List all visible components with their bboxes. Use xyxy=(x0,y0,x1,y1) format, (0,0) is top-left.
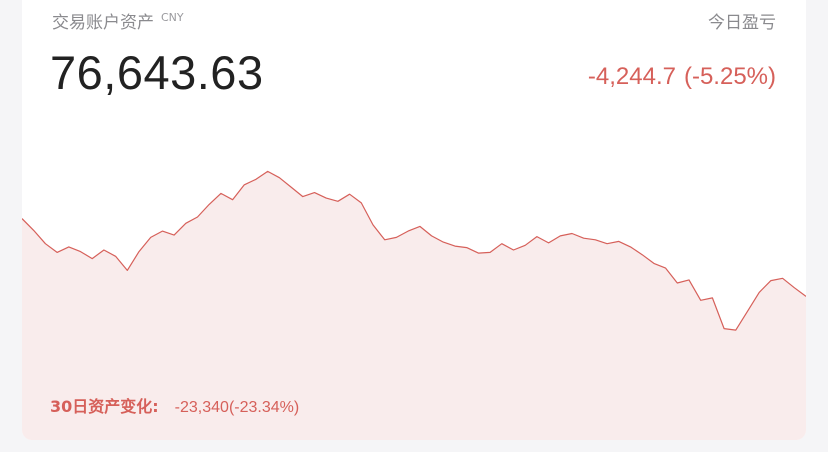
account-title-row: 交易账户资产 CNY xyxy=(52,11,184,34)
account-title: 交易账户资产 xyxy=(52,13,154,33)
asset-card: 交易账户资产 CNY 76,643.63 今日盈亏 -4,244.7 (-5.25… xyxy=(22,0,806,440)
chart-series-line xyxy=(22,170,806,331)
account-balance: 76,643.63 xyxy=(50,46,264,99)
period-change-label: 30日资产变化: xyxy=(50,397,159,416)
daily-pnl-amount: -4,244.7 xyxy=(587,63,676,90)
chart-area-fill xyxy=(22,171,806,440)
asset-trend-chart xyxy=(22,170,806,440)
period-change-value: -23,340(-23.34%) xyxy=(174,399,300,416)
period-change-row: 30日资产变化: -23,340(-23.34%) xyxy=(50,396,299,419)
daily-pnl-label: 今日盈亏 xyxy=(708,13,776,33)
daily-pnl-value: -4,244.7 (-5.25%) xyxy=(588,62,776,92)
daily-pnl-percent: (-5.25%) xyxy=(683,63,776,90)
currency-label: CNY xyxy=(161,11,184,24)
